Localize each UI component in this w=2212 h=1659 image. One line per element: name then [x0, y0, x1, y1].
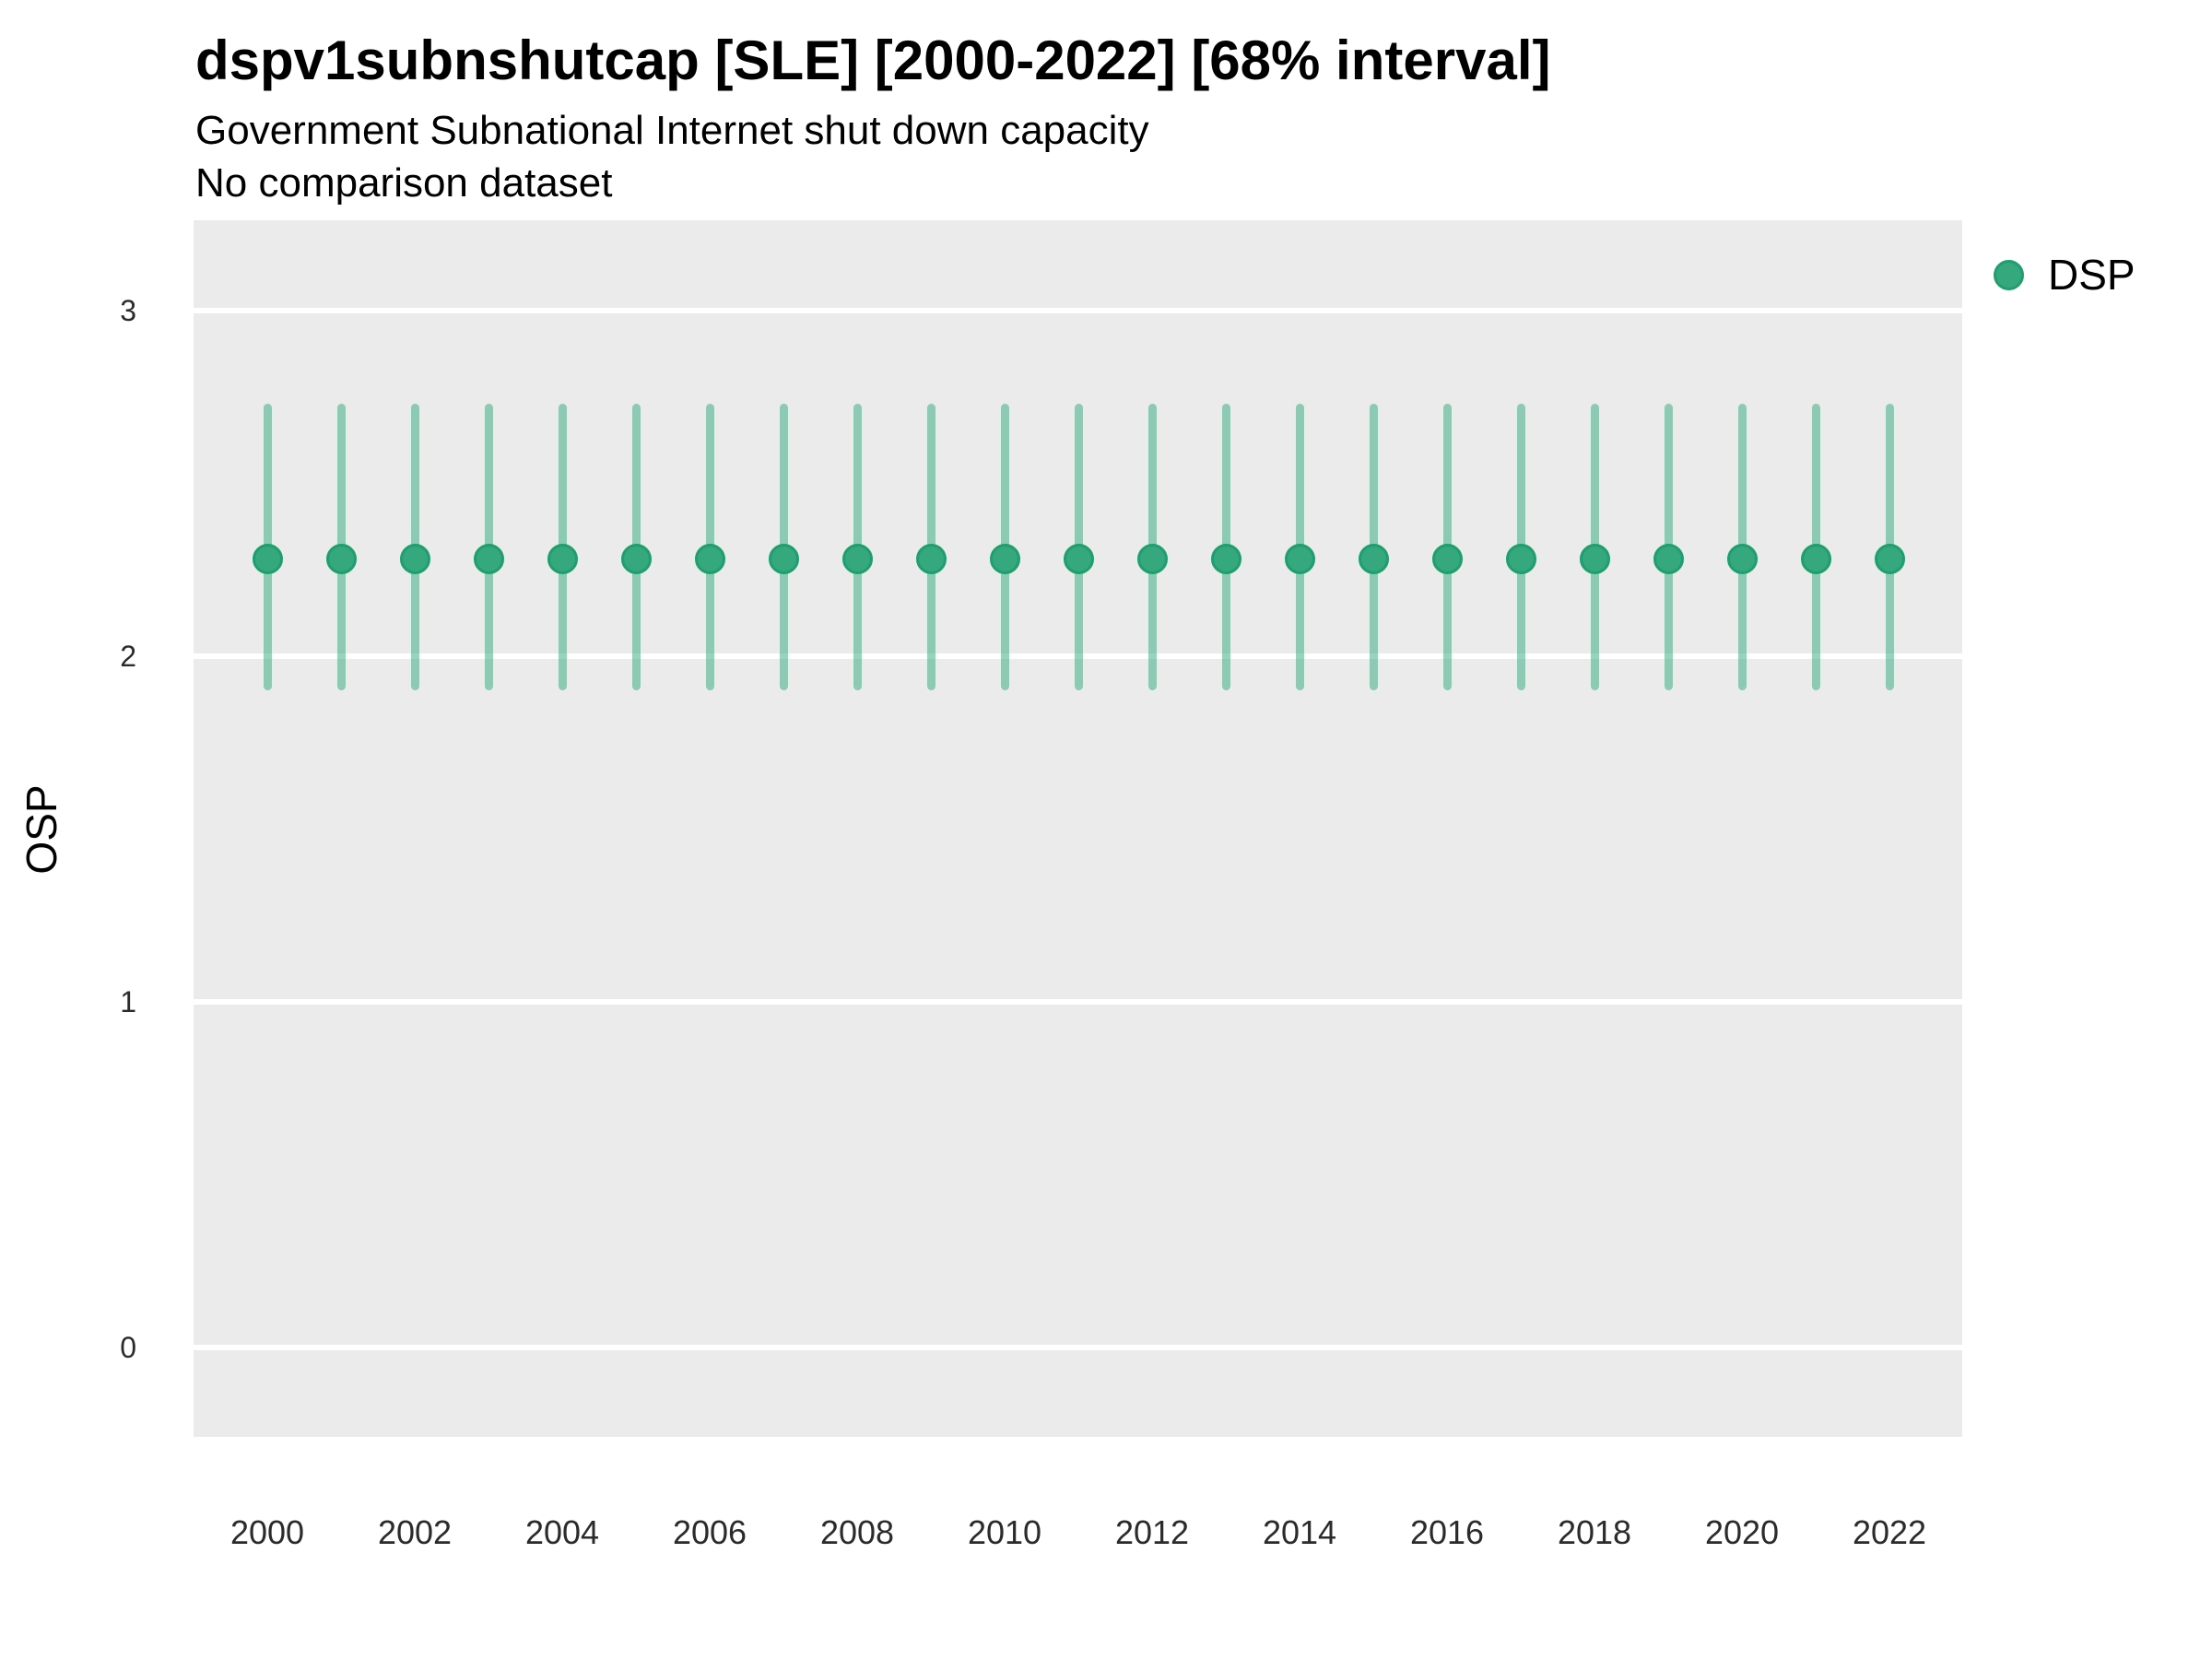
x-tick-label: 2020 — [1704, 1513, 1780, 1551]
chart-note: No comparison dataset — [195, 160, 613, 206]
y-tick-label: 0 — [120, 1330, 136, 1364]
data-point — [989, 544, 1020, 574]
legend-label: DSP — [2048, 251, 2136, 299]
data-point — [915, 544, 947, 574]
data-point — [1431, 544, 1463, 574]
legend-point-icon — [1994, 259, 2024, 290]
legend: DSP — [1994, 250, 2136, 300]
data-point — [620, 544, 652, 574]
x-tick-label: 2002 — [377, 1513, 453, 1551]
data-point — [1284, 544, 1315, 574]
x-tick-label: 2022 — [1852, 1513, 1927, 1551]
data-point — [547, 544, 578, 574]
data-point — [1063, 544, 1094, 574]
x-tick-label: 2018 — [1557, 1513, 1632, 1551]
data-point — [1136, 544, 1168, 574]
y-tick-label: 1 — [120, 984, 136, 1018]
x-tick-label: 2004 — [524, 1513, 600, 1551]
data-point — [841, 544, 873, 574]
x-tick-label: 2012 — [1114, 1513, 1190, 1551]
data-point — [1800, 544, 1831, 574]
data-point — [1726, 544, 1758, 574]
gridline-y-1 — [194, 998, 1962, 1005]
data-point — [399, 544, 430, 574]
data-point — [325, 544, 357, 574]
data-point — [694, 544, 725, 574]
y-tick-label: 2 — [120, 639, 136, 673]
chart-title: dspv1subnshutcap [SLE] [2000-2022] [68% … — [195, 29, 1551, 91]
y-tick-label: 3 — [120, 293, 136, 327]
x-tick-label: 2010 — [967, 1513, 1042, 1551]
data-point — [1653, 544, 1684, 574]
chart-subtitle: Government Subnational Internet shut dow… — [195, 108, 1149, 153]
plot-panel — [194, 220, 1962, 1437]
gridline-y-0 — [194, 1344, 1962, 1350]
data-point — [1579, 544, 1610, 574]
data-point — [252, 544, 283, 574]
data-point — [1874, 544, 1905, 574]
data-point — [1505, 544, 1536, 574]
data-point — [1358, 544, 1389, 574]
x-tick-label: 2016 — [1409, 1513, 1485, 1551]
x-tick-label: 2006 — [672, 1513, 747, 1551]
gridline-y-3 — [194, 307, 1962, 313]
data-point — [768, 544, 799, 574]
y-axis-title: OSP — [18, 784, 65, 875]
data-point — [473, 544, 504, 574]
x-tick-label: 2000 — [229, 1513, 305, 1551]
x-tick-label: 2008 — [819, 1513, 895, 1551]
data-point — [1210, 544, 1241, 574]
x-tick-label: 2014 — [1262, 1513, 1337, 1551]
